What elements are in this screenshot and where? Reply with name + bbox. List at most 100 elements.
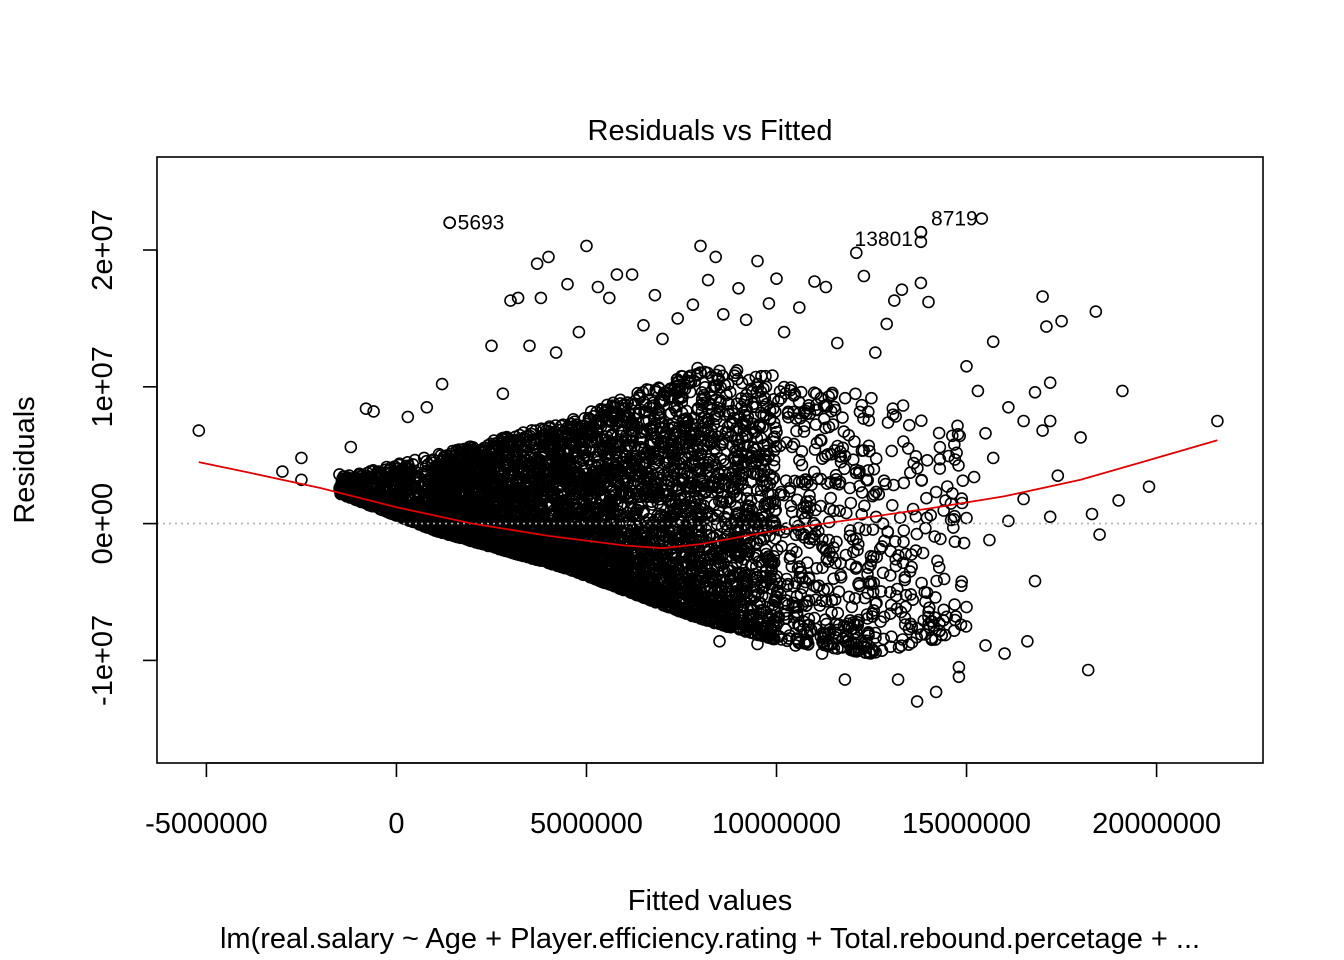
data-point bbox=[438, 449, 451, 463]
data-point bbox=[589, 562, 603, 576]
data-point bbox=[661, 579, 675, 593]
data-point bbox=[594, 521, 608, 535]
data-point bbox=[679, 419, 693, 433]
data-point bbox=[683, 385, 697, 399]
data-point bbox=[629, 454, 643, 468]
data-point bbox=[500, 457, 514, 471]
data-point bbox=[671, 448, 685, 462]
data-point bbox=[544, 488, 558, 502]
data-point bbox=[698, 410, 711, 424]
data-point bbox=[504, 542, 518, 556]
data-point bbox=[669, 404, 683, 418]
data-point bbox=[620, 442, 633, 455]
data-point bbox=[577, 546, 591, 560]
data-point bbox=[703, 529, 717, 543]
data-point bbox=[672, 525, 685, 539]
data-point bbox=[525, 424, 539, 437]
data-point bbox=[439, 526, 453, 540]
data-point bbox=[393, 471, 407, 485]
data-point bbox=[549, 419, 562, 432]
data-point bbox=[680, 412, 693, 425]
data-point bbox=[635, 589, 648, 602]
data-point bbox=[440, 458, 453, 472]
data-point bbox=[471, 454, 485, 468]
data-point bbox=[435, 526, 449, 539]
data-point bbox=[518, 485, 532, 499]
data-point bbox=[523, 524, 536, 537]
data-point bbox=[701, 464, 715, 478]
data-point bbox=[451, 467, 464, 481]
data-point bbox=[603, 490, 617, 503]
data-point bbox=[429, 478, 442, 492]
data-point bbox=[609, 572, 622, 585]
data-point bbox=[548, 465, 562, 479]
data-point bbox=[637, 414, 650, 428]
data-point bbox=[640, 383, 654, 396]
data-point bbox=[461, 506, 474, 519]
data-point bbox=[676, 592, 690, 606]
data-point bbox=[620, 487, 634, 500]
plot-title: Residuals vs Fitted bbox=[588, 115, 833, 147]
data-point bbox=[711, 480, 724, 494]
data-point bbox=[509, 511, 523, 525]
data-point bbox=[744, 475, 758, 489]
data-point bbox=[523, 550, 537, 563]
data-point bbox=[577, 497, 591, 511]
data-point bbox=[602, 525, 615, 538]
data-point bbox=[655, 416, 668, 429]
data-point bbox=[729, 366, 742, 380]
data-point bbox=[675, 473, 689, 486]
data-point bbox=[429, 502, 443, 516]
data-point bbox=[500, 430, 514, 444]
data-point bbox=[442, 467, 455, 480]
data-point bbox=[496, 539, 510, 553]
data-point bbox=[678, 523, 692, 536]
data-point bbox=[758, 391, 772, 405]
data-point bbox=[712, 472, 726, 486]
data-point bbox=[645, 421, 659, 434]
data-point bbox=[463, 489, 476, 502]
data-point bbox=[661, 487, 674, 500]
data-point bbox=[638, 591, 652, 605]
data-point bbox=[487, 537, 501, 551]
data-point bbox=[463, 440, 476, 454]
data-point bbox=[645, 452, 659, 466]
data-point bbox=[526, 434, 540, 447]
data-point bbox=[680, 415, 694, 429]
data-point bbox=[694, 559, 708, 573]
data-point bbox=[416, 496, 430, 510]
data-point bbox=[534, 434, 548, 448]
data-point bbox=[564, 473, 577, 487]
data-point bbox=[620, 579, 634, 593]
data-point bbox=[644, 470, 657, 484]
data-point bbox=[695, 386, 709, 399]
data-point bbox=[508, 481, 521, 495]
data-point bbox=[595, 527, 609, 541]
data-point bbox=[629, 528, 643, 541]
data-point bbox=[619, 429, 633, 442]
data-point bbox=[725, 479, 739, 493]
data-point bbox=[416, 519, 430, 532]
data-point bbox=[672, 512, 685, 526]
data-point bbox=[459, 481, 473, 494]
data-point bbox=[577, 453, 590, 467]
data-point bbox=[623, 582, 636, 596]
data-point bbox=[634, 440, 648, 454]
data-point bbox=[660, 478, 674, 492]
data-point bbox=[707, 379, 721, 393]
data-point bbox=[406, 458, 420, 471]
data-point bbox=[575, 523, 589, 537]
data-point bbox=[640, 537, 654, 551]
data-point bbox=[682, 580, 695, 593]
data-point bbox=[498, 487, 512, 501]
data-point bbox=[507, 458, 521, 471]
data-point bbox=[639, 516, 653, 529]
data-point bbox=[486, 469, 499, 483]
data-point bbox=[590, 461, 604, 475]
data-point bbox=[657, 565, 670, 579]
data-point bbox=[699, 423, 713, 437]
data-point bbox=[497, 444, 510, 457]
data-point bbox=[632, 458, 646, 472]
data-point bbox=[481, 539, 495, 553]
data-point bbox=[614, 553, 628, 566]
